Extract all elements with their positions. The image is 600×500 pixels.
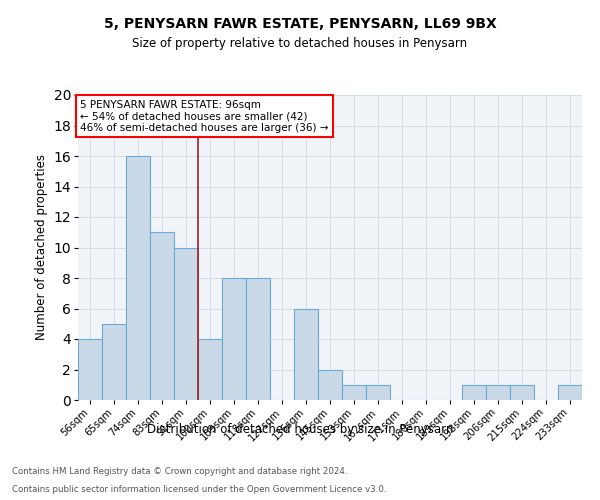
Bar	[174, 248, 198, 400]
Bar	[222, 278, 246, 400]
Bar	[510, 385, 534, 400]
Bar	[294, 308, 318, 400]
Text: 5 PENYSARN FAWR ESTATE: 96sqm
← 54% of detached houses are smaller (42)
46% of s: 5 PENYSARN FAWR ESTATE: 96sqm ← 54% of d…	[80, 100, 329, 133]
Bar	[126, 156, 150, 400]
Y-axis label: Number of detached properties: Number of detached properties	[35, 154, 48, 340]
Bar	[558, 385, 582, 400]
Text: 5, PENYSARN FAWR ESTATE, PENYSARN, LL69 9BX: 5, PENYSARN FAWR ESTATE, PENYSARN, LL69 …	[104, 18, 496, 32]
Text: Contains public sector information licensed under the Open Government Licence v3: Contains public sector information licen…	[12, 485, 386, 494]
Bar	[486, 385, 510, 400]
Bar	[246, 278, 270, 400]
Bar	[342, 385, 366, 400]
Bar	[318, 370, 342, 400]
Bar	[462, 385, 486, 400]
Text: Size of property relative to detached houses in Penysarn: Size of property relative to detached ho…	[133, 38, 467, 51]
Bar	[198, 339, 222, 400]
Bar	[150, 232, 174, 400]
Text: Contains HM Land Registry data © Crown copyright and database right 2024.: Contains HM Land Registry data © Crown c…	[12, 467, 347, 476]
Bar	[102, 324, 126, 400]
Text: Distribution of detached houses by size in Penysarn: Distribution of detached houses by size …	[147, 422, 453, 436]
Bar	[366, 385, 390, 400]
Bar	[78, 339, 102, 400]
